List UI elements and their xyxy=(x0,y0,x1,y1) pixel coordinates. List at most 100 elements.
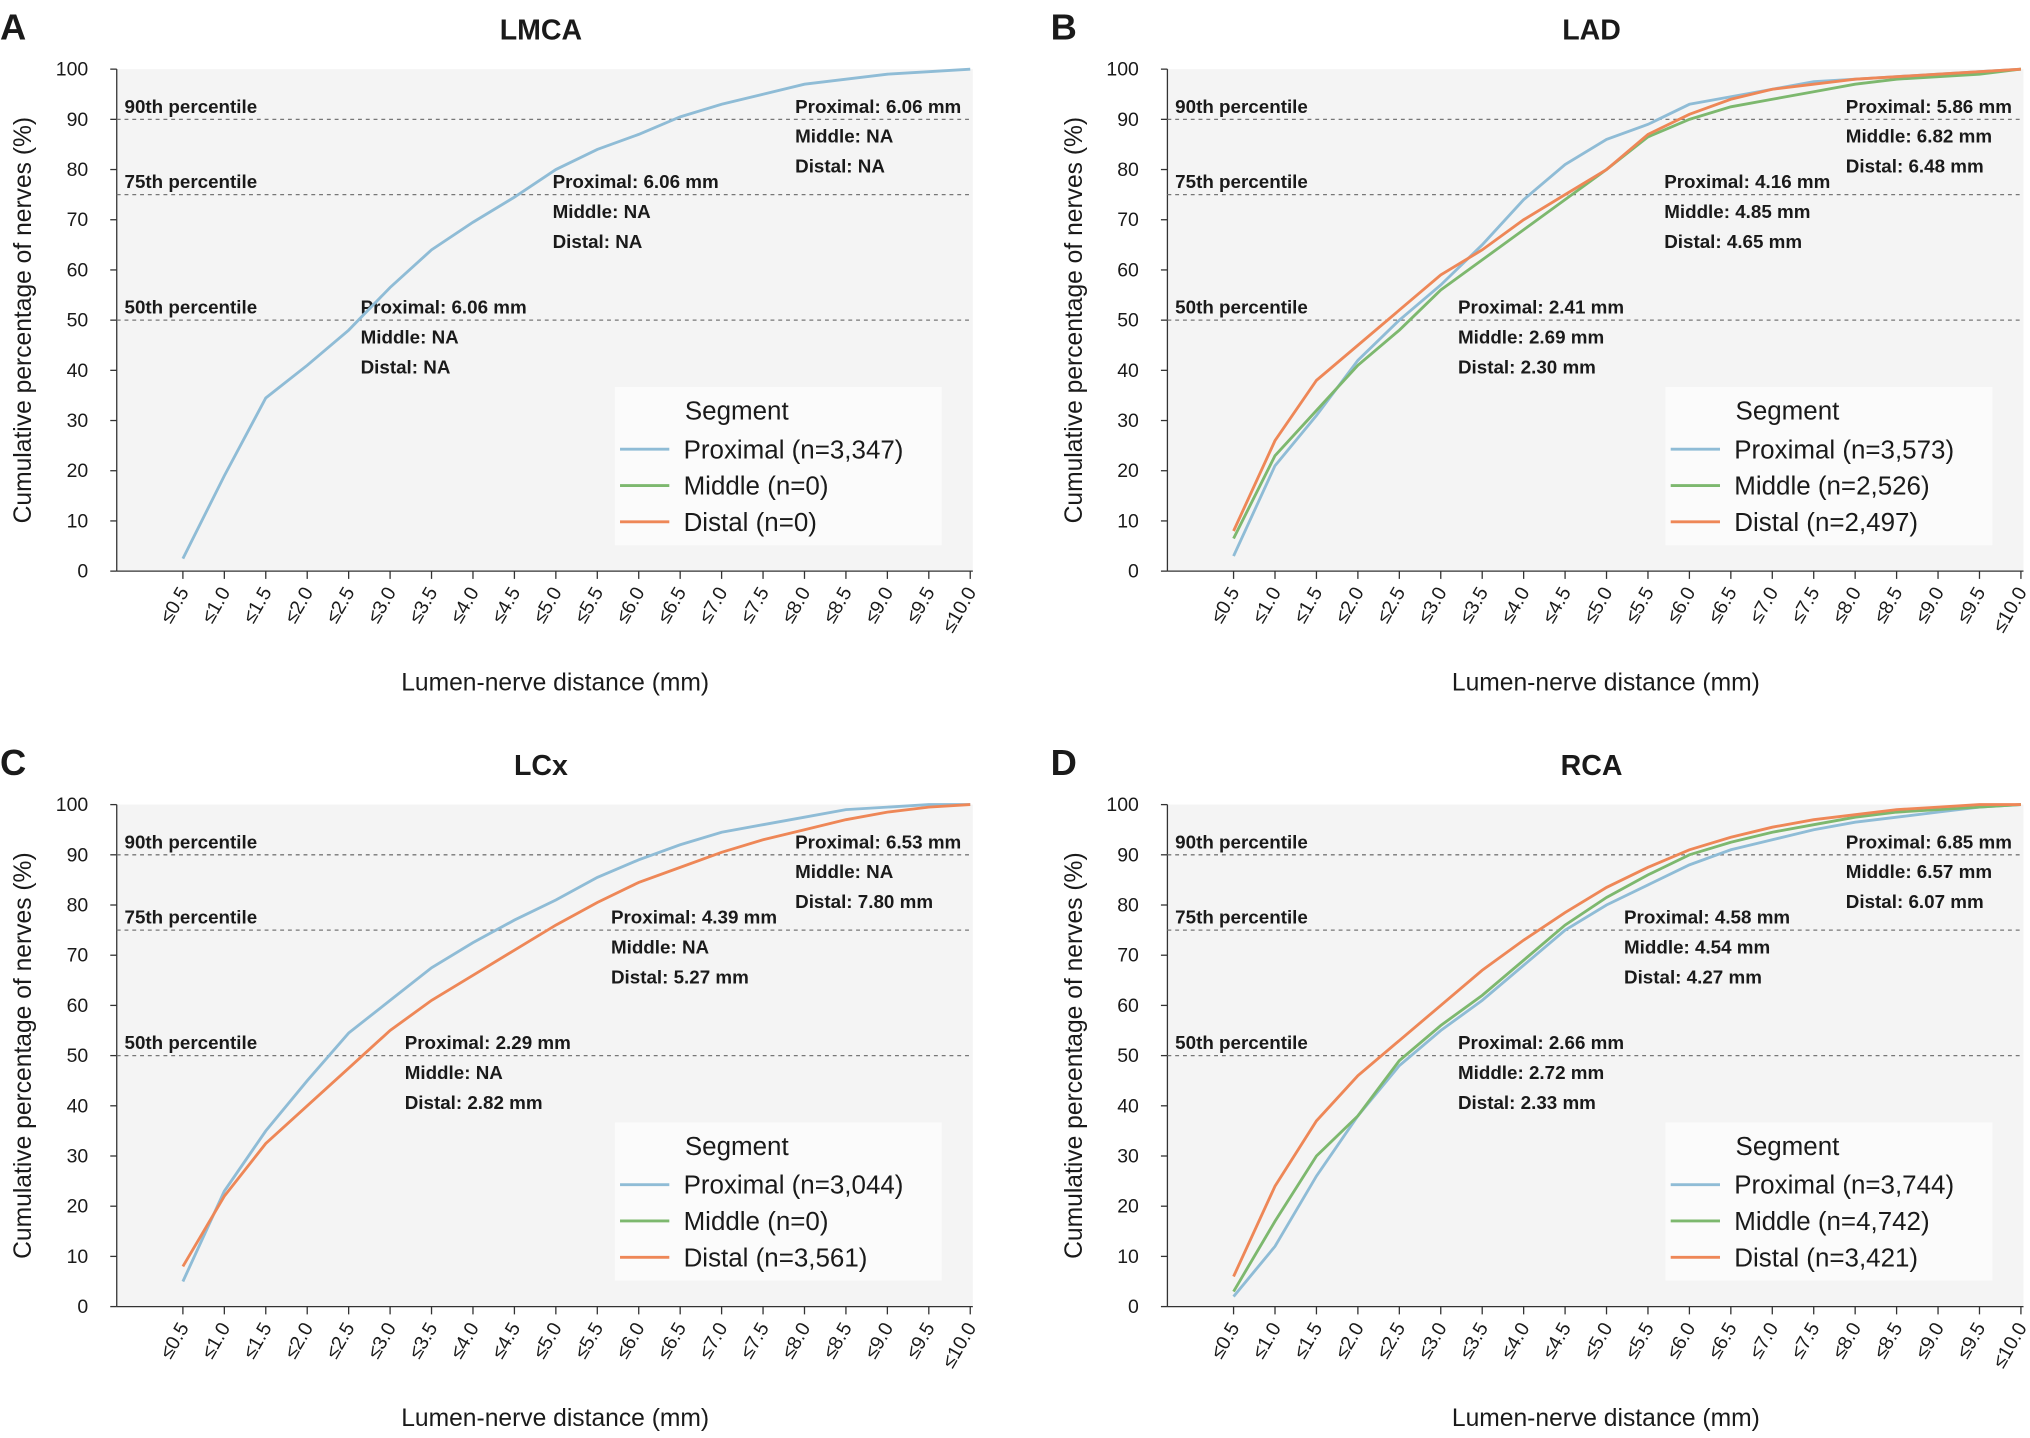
annotation: Distal: 2.33 mm xyxy=(1458,1092,1596,1113)
y-tick-label: 80 xyxy=(1117,159,1139,181)
annotation: Middle: 4.54 mm xyxy=(1624,936,1770,957)
x-tick-label: ≤4.0 xyxy=(446,1319,484,1363)
legend-box xyxy=(1665,386,1993,546)
x-tick-label: ≤2.0 xyxy=(280,1319,318,1363)
annotation: Middle: NA xyxy=(795,861,894,882)
y-tick-label: 80 xyxy=(67,894,89,916)
x-tick-label: ≤3.5 xyxy=(1455,583,1493,627)
y-tick-label: 90 xyxy=(1117,844,1139,866)
x-tick-label: ≤0.5 xyxy=(156,1319,194,1363)
x-tick-label: ≤8.5 xyxy=(819,1319,857,1363)
annotation: Middle: 6.57 mm xyxy=(1846,861,1992,882)
annotation: Middle: 4.85 mm xyxy=(1664,201,1810,222)
reference-label: 90th percentile xyxy=(1175,831,1308,852)
x-tick-label: ≤9.0 xyxy=(860,1319,898,1363)
legend-label: Distal (n=3,421) xyxy=(1734,1244,1918,1272)
x-tick-label: ≤0.5 xyxy=(1206,1319,1244,1363)
x-axis-label: Lumen-nerve distance (mm) xyxy=(1452,669,1760,696)
annotation: Distal: 2.82 mm xyxy=(405,1092,543,1113)
annotation: Distal: NA xyxy=(553,231,643,252)
y-tick-label: 20 xyxy=(1117,1196,1139,1218)
y-axis-label: Cumulative percentage of nerves (%) xyxy=(1061,852,1088,1259)
panel-letter: B xyxy=(1051,6,1077,47)
y-tick-label: 40 xyxy=(67,1095,89,1117)
annotation: Distal: 4.65 mm xyxy=(1664,231,1802,252)
reference-label: 50th percentile xyxy=(1175,1032,1308,1053)
y-tick-label: 90 xyxy=(1117,109,1139,131)
y-tick-label: 50 xyxy=(1117,310,1139,332)
legend-label: Distal (n=2,497) xyxy=(1734,509,1918,537)
x-tick-label: ≤1.5 xyxy=(239,583,277,627)
x-tick-label: ≤7.5 xyxy=(1787,583,1825,627)
annotation: Middle: NA xyxy=(795,126,894,147)
x-tick-label: ≤9.5 xyxy=(902,1319,940,1363)
annotation: Proximal: 6.06 mm xyxy=(361,297,527,318)
legend-title: Segment xyxy=(1736,397,1841,425)
legend-title: Segment xyxy=(1736,1133,1841,1161)
x-tick-label: ≤5.5 xyxy=(570,1319,608,1363)
reference-label: 75th percentile xyxy=(125,171,258,192)
y-tick-label: 50 xyxy=(67,310,89,332)
series-line xyxy=(181,803,971,1268)
x-tick-label: ≤5.0 xyxy=(529,1319,567,1363)
panel-letter: C xyxy=(0,742,26,783)
x-tick-label: ≤7.0 xyxy=(695,583,733,627)
x-tick-label: ≤6.0 xyxy=(612,583,650,627)
y-tick-label: 30 xyxy=(1117,410,1139,432)
y-tick-label: 60 xyxy=(1117,259,1139,281)
y-tick-label: 70 xyxy=(67,945,89,967)
x-tick-label: ≤3.0 xyxy=(363,583,401,627)
x-tick-label: ≤8.0 xyxy=(777,1319,815,1363)
reference-label: 90th percentile xyxy=(125,831,258,852)
x-tick-label: ≤9.5 xyxy=(1952,583,1990,627)
legend-label: Distal (n=0) xyxy=(684,509,817,537)
y-tick-label: 0 xyxy=(77,1296,88,1318)
reference-label: 75th percentile xyxy=(1175,907,1308,928)
x-tick-label: ≤2.0 xyxy=(280,583,318,627)
x-tick-label: ≤1.0 xyxy=(197,583,235,627)
y-tick-label: 20 xyxy=(67,1196,89,1218)
annotation: Middle: NA xyxy=(405,1062,504,1083)
annotation: Distal: NA xyxy=(795,156,885,177)
x-tick-label: ≤10.0 xyxy=(938,1319,981,1372)
annotation: Distal: 7.80 mm xyxy=(795,891,933,912)
annotation: Distal: 5.27 mm xyxy=(611,966,749,987)
annotation: Distal: 2.30 mm xyxy=(1458,356,1596,377)
x-tick-label: ≤0.5 xyxy=(1206,583,1244,627)
legend: Segment Proximal (n=3,347) Middle (n=0) Dis… xyxy=(614,386,942,546)
y-tick-label: 70 xyxy=(1117,209,1139,231)
series-line xyxy=(181,67,971,560)
x-tick-label: ≤1.5 xyxy=(1289,583,1327,627)
y-tick-label: 30 xyxy=(67,410,89,432)
legend-box xyxy=(614,386,942,546)
x-tick-label: ≤3.5 xyxy=(404,583,442,627)
legend: Segment Proximal (n=3,573) Middle (n=2,526… xyxy=(1665,386,1993,546)
x-tick-label: ≤2.0 xyxy=(1331,1319,1369,1363)
x-tick-label: ≤5.5 xyxy=(1621,1319,1659,1363)
x-tick-label: ≤4.5 xyxy=(487,583,525,627)
y-tick-label: 50 xyxy=(1117,1045,1139,1067)
annotation: Middle: NA xyxy=(611,936,710,957)
y-tick-label: 30 xyxy=(67,1145,89,1167)
annotation: Proximal: 5.86 mm xyxy=(1846,96,2012,117)
reference-label: 50th percentile xyxy=(1175,297,1308,318)
series-line xyxy=(1232,803,2021,1278)
y-tick-label: 70 xyxy=(1117,945,1139,967)
panel-letter: A xyxy=(0,6,26,47)
x-tick-label: ≤8.0 xyxy=(777,583,815,627)
annotation: Middle: 2.69 mm xyxy=(1458,326,1604,347)
x-tick-label: ≤9.5 xyxy=(902,583,940,627)
legend: Segment Proximal (n=3,044) Middle (n=0) Dis… xyxy=(614,1122,942,1281)
x-tick-label: ≤3.5 xyxy=(404,1319,442,1363)
x-tick-label: ≤8.0 xyxy=(1828,583,1866,627)
x-tick-label: ≤6.0 xyxy=(1662,1319,1700,1363)
x-tick-label: ≤6.5 xyxy=(653,583,691,627)
x-tick-label: ≤6.5 xyxy=(1704,1319,1742,1363)
annotation: Proximal: 2.66 mm xyxy=(1458,1032,1624,1053)
x-axis-label: Lumen-nerve distance (mm) xyxy=(401,1405,709,1432)
y-tick-label: 10 xyxy=(67,510,89,532)
chart-title: RCA xyxy=(1561,750,1623,782)
